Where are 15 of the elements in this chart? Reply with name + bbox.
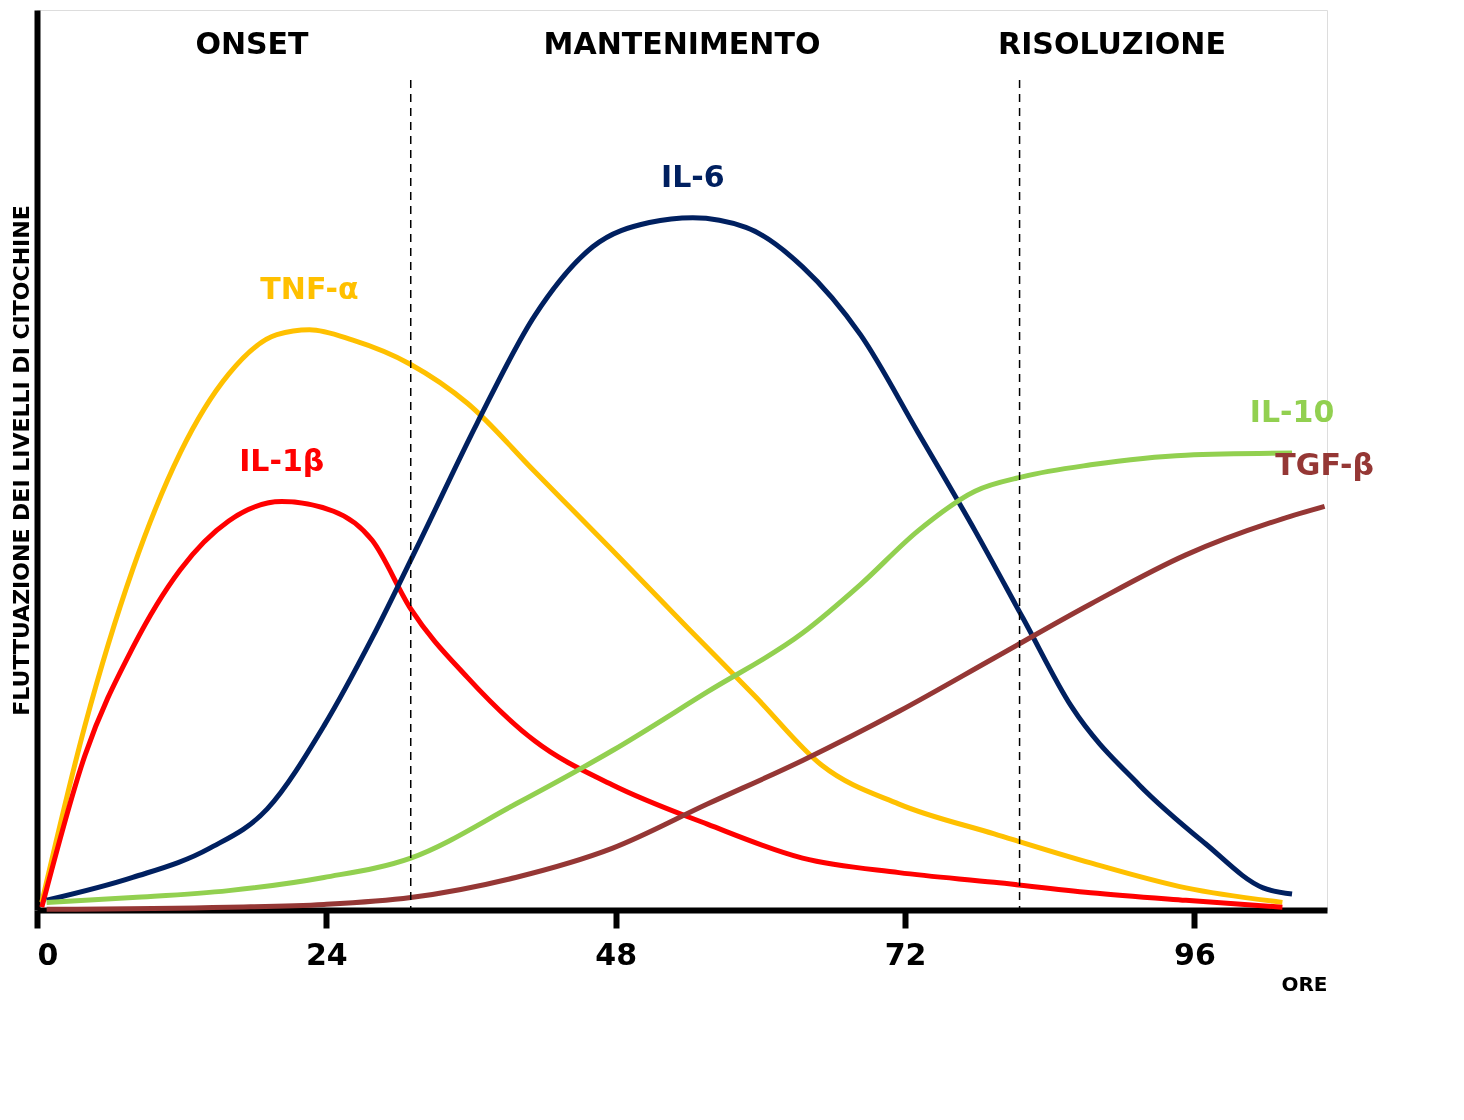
x-tick-label: 24 — [305, 936, 348, 972]
x-tick-label: 0 — [37, 936, 59, 972]
text: MANTENIMENTO — [543, 26, 821, 61]
x-axis-title: ORE — [1281, 971, 1328, 996]
x-tick-label: 96 — [1174, 936, 1216, 972]
text: ONSET — [195, 26, 310, 61]
series-label: IL-6 — [661, 158, 725, 194]
text: RISOLUZIONE — [998, 26, 1226, 61]
series-label: TNF-α — [260, 270, 359, 306]
x-tick-label: 48 — [595, 936, 638, 972]
series-label: TGF-β — [1275, 447, 1374, 483]
y-axis-title: FLUTTUAZIONE DEI LIVELLI DI CITOCHINE — [8, 205, 34, 716]
x-tick-label: 72 — [884, 936, 927, 972]
series-label: IL-1β — [239, 442, 325, 478]
series-label: IL-10 — [1249, 394, 1335, 430]
